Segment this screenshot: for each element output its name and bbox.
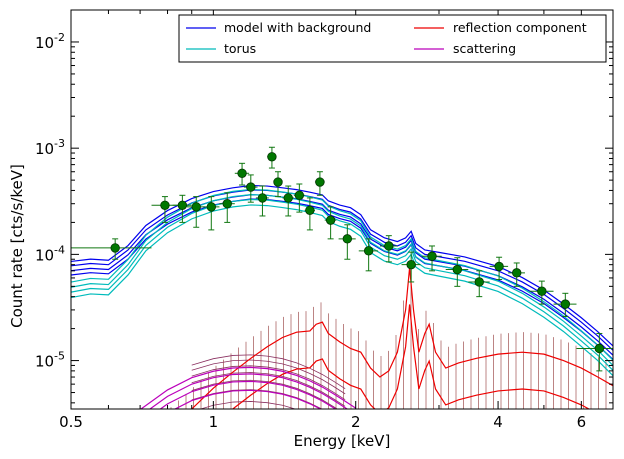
hatch-line [191, 359, 346, 395]
legend-label-scattering: scattering [453, 41, 516, 56]
data-point [71, 238, 152, 260]
hatch-line [199, 401, 297, 409]
data-point [529, 280, 554, 305]
y-tick-label: 10-5 [35, 350, 65, 371]
data-points [71, 146, 613, 372]
series-line-scattering [173, 389, 322, 409]
data-point [338, 224, 356, 260]
data-point [421, 245, 442, 272]
series-line-reflection [190, 267, 613, 409]
series-line-model [71, 198, 613, 360]
legend-label-reflection: reflection component [453, 20, 587, 35]
data-point [304, 197, 315, 231]
data-point [489, 256, 509, 281]
plot-frame [70, 9, 614, 410]
data-point [243, 174, 258, 203]
x-tick-label: 4 [493, 413, 503, 431]
series-line-torus [71, 204, 613, 377]
series-line-scattering [148, 373, 349, 409]
data-point [282, 185, 294, 217]
series-line-torus [71, 194, 613, 366]
hatch-line [191, 389, 323, 409]
y-tick-label: 10-4 [35, 243, 65, 264]
data-point [234, 162, 250, 186]
legend: model with background torus reflection c… [178, 14, 607, 63]
data-point [379, 235, 398, 263]
data-point [324, 206, 337, 240]
hatch-line [191, 365, 346, 401]
data-point [267, 146, 277, 169]
data-point [508, 262, 525, 287]
series-line-torus [71, 198, 613, 371]
x-tick-label: 2 [351, 413, 361, 431]
data-point [187, 196, 205, 228]
data-point [553, 292, 577, 318]
x-tick-label: 6 [577, 413, 587, 431]
hatch-line [191, 379, 338, 409]
data-point [219, 192, 235, 223]
data-point [172, 194, 192, 223]
data-point [576, 332, 613, 372]
y-axis-label: Count rate [cts/s/keV] [8, 164, 26, 328]
y-tick-label: 10-2 [35, 31, 65, 52]
data-point [468, 270, 490, 298]
series-line-reflection [231, 304, 591, 409]
data-point [314, 171, 325, 196]
series-line-scattering [139, 366, 357, 409]
series-line-model [71, 189, 613, 351]
series-line-scattering [159, 380, 337, 409]
data-point [358, 238, 379, 272]
axis-ticks: 0.5 1 2 4 6 10-5 10-4 10-3 10-2 [35, 9, 614, 431]
legend-box [178, 14, 607, 63]
data-point [445, 257, 469, 287]
data-point [401, 251, 421, 283]
model-curves [71, 184, 613, 409]
data-point [293, 183, 305, 213]
legend-label-torus: torus [224, 41, 256, 56]
data-point [255, 185, 269, 217]
x-tick-label: 0.5 [59, 413, 83, 431]
hatch-line [191, 372, 346, 407]
legend-label-model: model with background [224, 20, 371, 35]
hatch-line [191, 354, 346, 390]
x-tick-label: 1 [209, 413, 219, 431]
data-point [273, 171, 283, 198]
data-point [202, 196, 220, 231]
x-axis-label: Energy [keV] [294, 432, 391, 450]
y-tick-label: 10-3 [35, 137, 65, 158]
